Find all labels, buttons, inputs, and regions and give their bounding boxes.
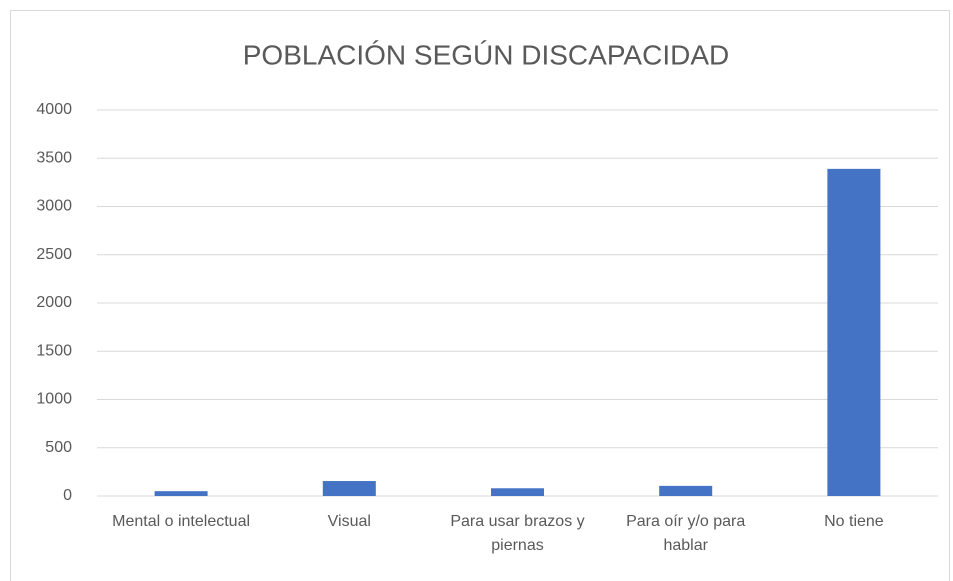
y-tick-label: 500: [45, 439, 72, 456]
y-tick-label: 2000: [36, 294, 72, 311]
bar: [827, 168, 881, 497]
x-tick-label: Visual: [327, 513, 371, 530]
x-tick-label: No tiene: [824, 513, 884, 530]
y-tick-label: 1000: [36, 391, 72, 408]
x-tick-label: Para usar brazos y piernas: [450, 513, 585, 554]
y-tick-label: 3000: [36, 198, 72, 215]
y-tick-label: 3500: [36, 149, 72, 166]
bar: [154, 491, 208, 496]
y-tick-label: 2500: [36, 246, 72, 263]
y-tick-label: 1500: [36, 342, 72, 359]
bar: [322, 481, 376, 496]
x-tick-label: Mental o intelectual: [112, 513, 251, 530]
chart-border: [10, 10, 950, 581]
y-tick-label: 0: [63, 487, 72, 504]
bar: [659, 485, 713, 496]
y-tick-label: 4000: [36, 101, 72, 118]
x-tick-label: Para oír y/o para hablar: [626, 513, 746, 554]
chart-title: POBLACIÓN SEGÚN DISCAPACIDAD: [243, 39, 729, 70]
bar: [491, 488, 544, 496]
